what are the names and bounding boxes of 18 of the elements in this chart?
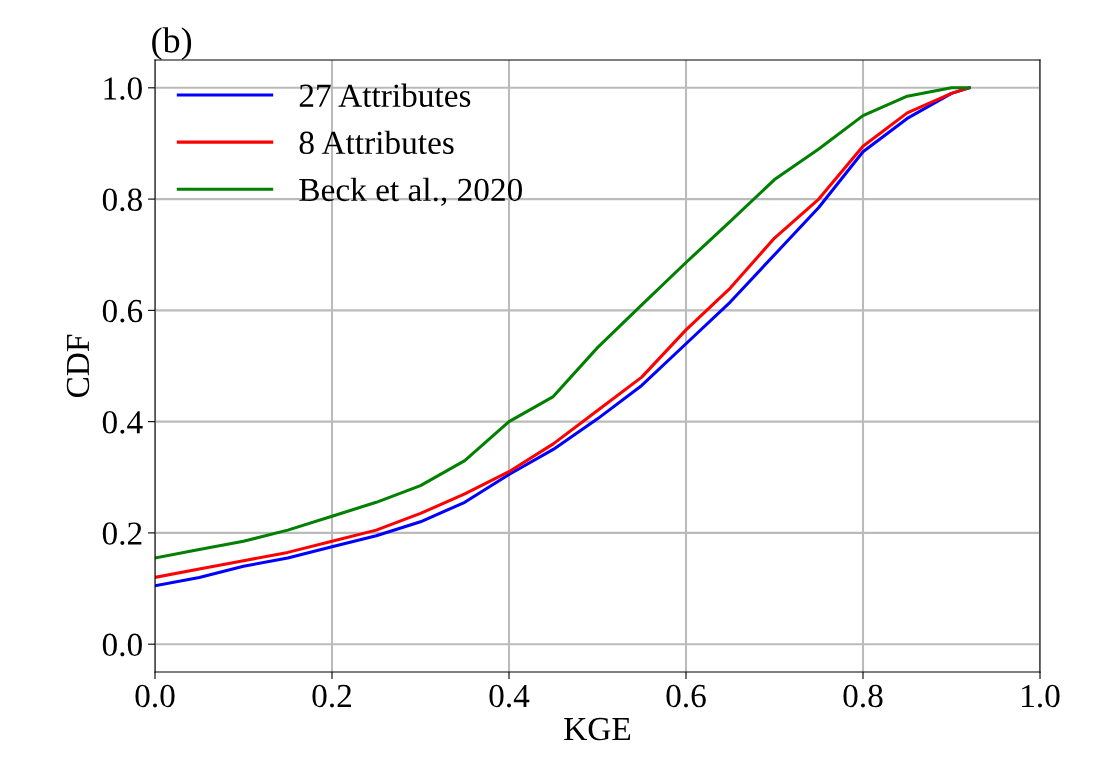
legend-label: 27 Attributes xyxy=(299,83,471,107)
y-axis-title: CDF xyxy=(66,334,90,398)
x-axis-title: KGE xyxy=(564,717,631,741)
x-tick-label: 0.4 xyxy=(489,684,530,708)
chart-title: (b) xyxy=(152,27,192,60)
y-tick-label: 0.2 xyxy=(102,522,142,545)
y-tick-label: 0.4 xyxy=(102,411,143,434)
x-tick-label: 0.6 xyxy=(666,684,706,708)
legend-label: 8 Attributes xyxy=(299,130,454,155)
legend-label: Beck et al., 2020 xyxy=(299,177,522,206)
y-tick-label: 0.8 xyxy=(102,188,142,212)
y-tick-label: 0.0 xyxy=(102,633,142,657)
x-tick-label: 0.2 xyxy=(312,684,351,708)
y-tick-label: 0.6 xyxy=(102,299,143,323)
x-tick-label: 0.8 xyxy=(843,684,883,708)
x-tick-label: 1.0 xyxy=(1022,684,1060,708)
x-tick-label: 0.0 xyxy=(135,684,175,708)
y-tick-label: 1.0 xyxy=(104,77,142,100)
